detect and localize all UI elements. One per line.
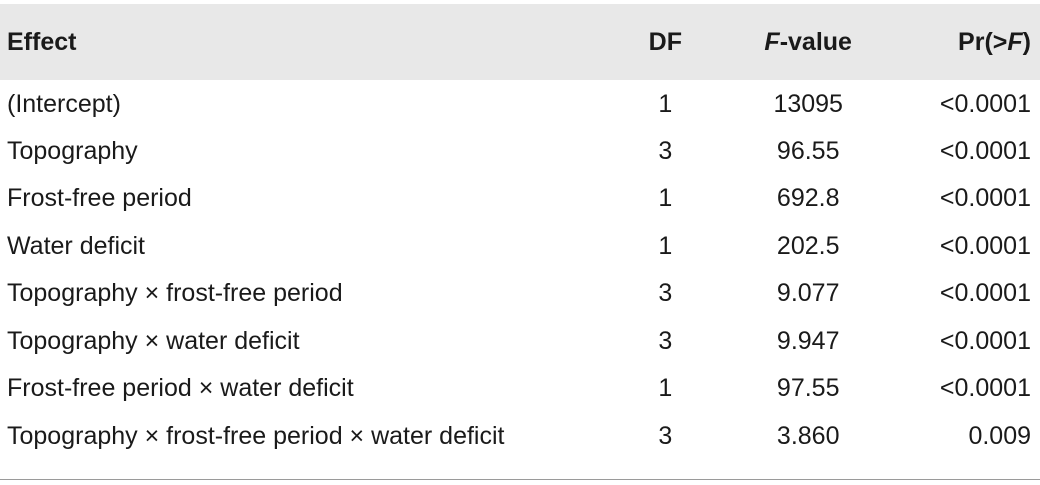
table-row: Topography × frost-free period 3 9.077 <… [0,270,1040,318]
header-p-italic: F [1007,27,1023,56]
anova-table: Effect DF F-value Pr(>F) (Intercept) 1 1… [0,4,1040,460]
table-row: Water deficit 1 202.5 <0.0001 [0,223,1040,271]
table-header-row: Effect DF F-value Pr(>F) [0,4,1040,80]
table-row: Topography 3 96.55 <0.0001 [0,128,1040,176]
cell-df: 1 [658,374,673,403]
cell-f-value: 96.55 [776,136,840,165]
cell-f-value: 13095 [773,90,843,119]
cell-effect: (Intercept) [7,90,121,119]
cell-p-value: <0.0001 [939,374,1031,403]
header-f-italic: F [764,27,780,56]
cell-f-value: 202.5 [776,231,840,260]
cell-df: 1 [658,184,673,213]
cell-df: 1 [658,90,673,119]
cell-p-value: <0.0001 [939,326,1031,355]
top-rule [0,4,1040,5]
cell-f-value: 9.947 [776,326,840,355]
header-f-value: F-value [734,4,882,80]
table-row: Frost-free period 1 692.8 <0.0001 [0,175,1040,223]
header-df: DF [648,27,682,56]
cell-f-value: 692.8 [776,184,840,213]
header-p-value: Pr(>F) [882,4,1040,80]
cell-df: 3 [658,421,673,450]
cell-p-value: <0.0001 [939,184,1031,213]
cell-f-value: 3.860 [776,421,840,450]
header-p-suffix: ) [1022,27,1031,56]
cell-f-value: 97.55 [776,374,840,403]
cell-effect: Water deficit [7,231,146,260]
cell-effect: Topography × water deficit [7,326,300,355]
cell-df: 1 [658,231,673,260]
cell-f-value: 9.077 [776,279,840,308]
cell-df: 3 [658,136,673,165]
header-f-rest: -value [779,27,852,56]
header-effect: Effect [7,27,77,56]
cell-effect: Topography × frost-free period × water d… [7,421,505,450]
table-row: Topography × water deficit 3 9.947 <0.00… [0,318,1040,366]
cell-df: 3 [658,279,673,308]
cell-p-value: <0.0001 [939,136,1031,165]
table-row: Frost-free period × water deficit 1 97.5… [0,365,1040,413]
table-row: Topography × frost-free period × water d… [0,413,1040,461]
cell-p-value: <0.0001 [939,279,1031,308]
header-p-prefix: Pr(> [958,27,1008,56]
cell-df: 3 [658,326,673,355]
cell-effect: Frost-free period × water deficit [7,374,354,403]
cell-p-value: 0.009 [968,421,1031,450]
cell-effect: Frost-free period [7,184,192,213]
cell-effect: Topography × frost-free period [7,279,343,308]
bottom-rule [0,479,1040,480]
cell-p-value: <0.0001 [939,231,1031,260]
table-row: (Intercept) 1 13095 <0.0001 [0,80,1040,128]
cell-p-value: <0.0001 [939,90,1031,119]
cell-effect: Topography [7,136,138,165]
